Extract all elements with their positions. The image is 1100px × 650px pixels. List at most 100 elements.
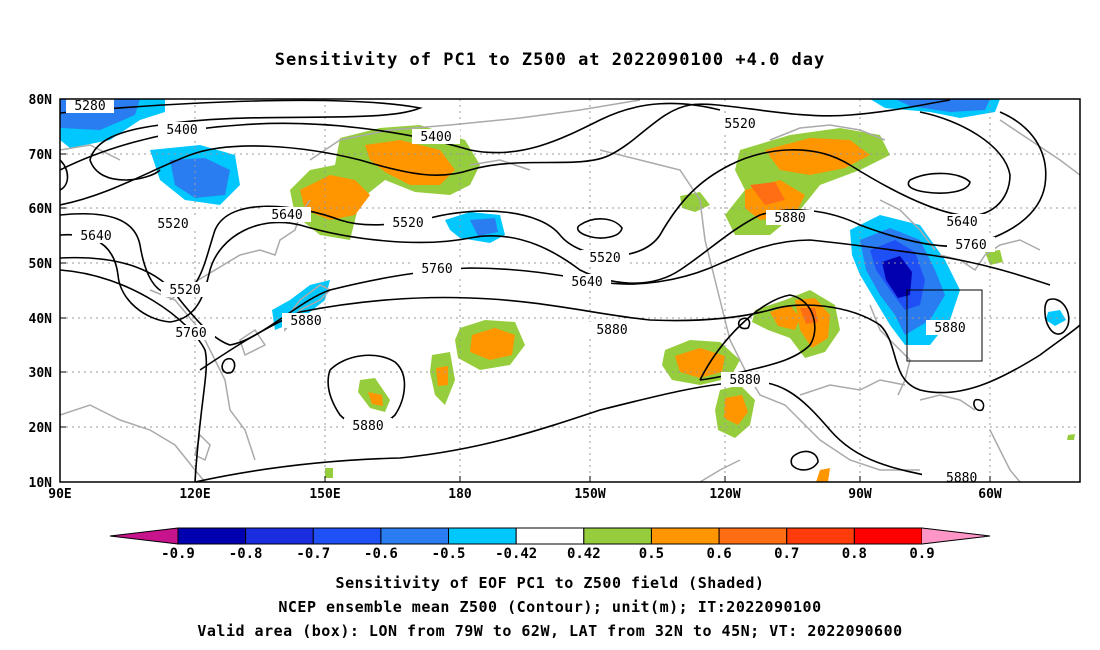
contour-label: 5400 [412,129,460,145]
colorbar-tick-label: -0.5 [432,546,466,562]
contour-label: 5760 [413,261,461,277]
contour-label: 5400 [158,122,206,138]
contour-label: 5520 [716,116,764,132]
contour-label: 5880 [926,320,974,336]
contour-label: 5520 [149,216,197,232]
svg-text:5520: 5520 [169,283,200,298]
colorbar-swatch [786,527,855,545]
lat-label: 70N [29,148,53,163]
svg-text:5880: 5880 [946,471,977,486]
svg-text:5880: 5880 [934,321,965,336]
svg-text:5520: 5520 [724,117,755,132]
contour-label: 5880 [282,313,330,329]
colorbar: -0.9 -0.8 -0.7 -0.6 -0.5 -0.42 0.42 0.5 0.6 0.7 0.… [109,527,991,562]
lon-label: 150W [574,487,605,502]
figure-title: Sensitivity of PC1 to Z500 at 2022090100… [274,50,826,70]
axis-ticks [59,98,991,483]
svg-text:5640: 5640 [571,275,602,290]
lon-label: 120E [179,487,210,502]
colorbar-high-arrow [922,528,990,544]
colorbar-swatch [583,527,652,545]
colorbar-swatch [853,527,923,545]
lat-label: 30N [29,366,53,381]
colorbar-tick-label: -0.9 [161,546,195,562]
colorbar-swatch [718,527,788,545]
caption-valid-area: Valid area (box): LON from 79W to 62W, L… [197,622,903,640]
svg-text:5520: 5520 [589,251,620,266]
plot-frame [59,98,1081,483]
colorbar-swatch [650,527,720,545]
contour-label: 5280 [66,99,114,114]
colorbar-tick-label: -0.8 [229,546,263,562]
colorbar-swatch [245,527,314,545]
gridlines [60,99,1080,482]
contour-label: 5520 [161,282,209,298]
caption-shading: Sensitivity of EOF PC1 to Z500 field (Sh… [335,574,765,592]
colorbar-swatch [448,527,517,545]
colorbar-tick-label: 0.9 [909,546,934,562]
svg-text:5760: 5760 [421,262,452,277]
lat-label: 50N [29,257,53,272]
colorbar-tick-label: 0.5 [639,546,664,562]
colorbar-swatch [515,527,585,545]
longitude-labels: 90E 120E 150E 180 150W 120W 90W 60W [48,487,1002,502]
colorbar-tick-label: 0.6 [706,546,731,562]
contour-label: 5760 [947,237,995,253]
contour-label: 5880 [721,372,769,388]
svg-text:5880: 5880 [596,323,627,338]
contour-label: 5880 [766,210,814,226]
colorbar-tick-label: 0.8 [842,546,867,562]
contour-label: 5520 [384,215,432,231]
contour-label: 5520 [581,250,629,266]
svg-text:5760: 5760 [955,238,986,253]
lon-label: 90W [848,487,872,502]
colorbar-labels: -0.9 -0.8 -0.7 -0.6 -0.5 -0.42 0.42 0.5 0.6 0.7 0.… [161,546,935,562]
colorbar-tick-label: 0.42 [567,546,601,562]
svg-text:5640: 5640 [946,215,977,230]
lat-label: 40N [29,312,53,327]
svg-text:5640: 5640 [271,208,302,223]
contour-label: 5640 [938,214,986,230]
lon-label: 150E [309,487,340,502]
colorbar-swatch [312,527,382,545]
lon-label: 180 [448,487,472,502]
colorbar-tick-label: -0.42 [495,546,537,562]
colorbar-tick-label: 0.7 [774,546,799,562]
contour-labels: 5280 5400 5400 5520 5520 5520 5520 5520 … [66,99,995,486]
svg-text:5880: 5880 [290,314,321,329]
contour-label: 5880 [922,470,977,486]
contour-label: 5880 [588,322,636,338]
svg-text:5880: 5880 [729,373,760,388]
caption-contour: NCEP ensemble mean Z500 (Contour); unit(… [278,598,822,616]
lat-label: 20N [29,421,53,436]
latitude-labels: 80N 70N 60N 50N 40N 30N 20N 10N [29,93,53,491]
lon-label: 120W [709,487,740,502]
svg-text:5520: 5520 [157,217,188,232]
colorbar-tick-label: -0.7 [296,546,330,562]
contour-label: 5640 [563,274,611,290]
colorbar-tick-label: -0.6 [364,546,398,562]
svg-text:5400: 5400 [420,130,451,145]
colorbar-low-arrow [110,528,178,544]
contour-label: 5760 [167,325,215,341]
svg-text:5280: 5280 [74,99,105,114]
contour-label: 5640 [72,228,120,244]
svg-text:5400: 5400 [166,123,197,138]
contour-label: 5640 [263,207,311,223]
svg-text:5880: 5880 [352,419,383,434]
colorbar-swatch [380,527,450,545]
colorbar-swatch [177,527,247,545]
lat-label: 60N [29,202,53,217]
valid-area-box [906,289,983,362]
svg-text:5640: 5640 [80,229,111,244]
lat-label: 10N [29,476,53,491]
svg-text:5520: 5520 [392,216,423,231]
svg-text:5880: 5880 [774,211,805,226]
svg-text:5760: 5760 [175,326,206,341]
colorbar-boxes [177,527,923,545]
lon-label: 90E [48,487,71,502]
lon-label: 60W [978,487,1002,502]
lat-label: 80N [29,93,53,108]
contour-label: 5880 [344,418,392,434]
